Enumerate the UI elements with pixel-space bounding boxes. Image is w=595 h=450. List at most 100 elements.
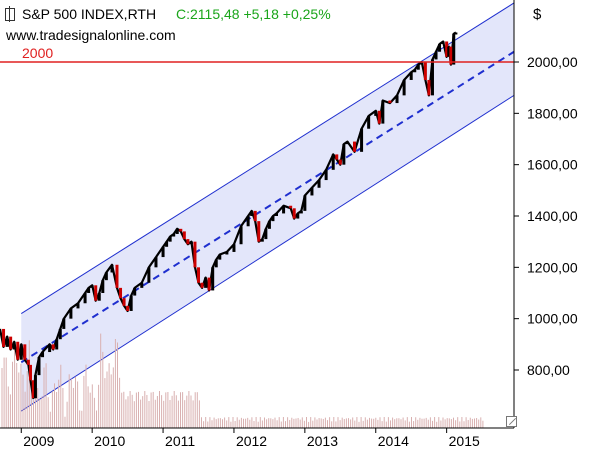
price-candle — [26, 359, 30, 365]
price-candle — [413, 69, 417, 73]
price-candle — [292, 208, 296, 219]
price-candle — [55, 339, 59, 350]
price-candle — [119, 287, 123, 299]
channel-layer — [20, 2, 515, 412]
price-candle — [420, 62, 424, 65]
price-candle — [345, 141, 349, 145]
price-candle — [271, 216, 275, 222]
price-candle — [9, 336, 13, 350]
channel-middle-line — [20, 50, 515, 364]
axes-layer — [0, 0, 519, 433]
price-candle — [175, 228, 179, 234]
price-candle — [197, 267, 201, 283]
price-candle — [303, 195, 307, 211]
price-candle — [409, 72, 413, 80]
price-candle — [51, 344, 55, 350]
resize-handle-icon[interactable] — [506, 416, 517, 427]
price-candle — [282, 205, 286, 214]
price-candle — [165, 241, 169, 247]
price-candle — [434, 51, 438, 60]
level-label: 2000 — [22, 45, 54, 61]
price-candle — [232, 244, 236, 252]
price-candle — [33, 375, 37, 399]
price-candle — [90, 285, 94, 288]
price-candle — [317, 180, 321, 188]
price-candle — [5, 336, 9, 347]
price-candle — [189, 241, 193, 245]
price-candle — [62, 318, 66, 329]
price-candle — [452, 33, 456, 65]
price-candle — [115, 264, 119, 288]
price-candle — [331, 154, 335, 170]
x-tick-label: 2010 — [94, 433, 125, 449]
price-candle — [367, 115, 371, 129]
x-tick-label: 2011 — [165, 433, 195, 449]
price-candle — [324, 169, 328, 181]
price-candle — [395, 95, 399, 104]
price-candle — [110, 264, 114, 273]
price-candle — [204, 277, 208, 288]
y-tick-label: 1400,00 — [527, 208, 578, 224]
price-candle — [94, 285, 98, 301]
y-tick-labels: 800,00 1000,00 1200,00 1400,00 1600,00 1800,0… — [527, 54, 578, 378]
currency-label: $ — [533, 6, 542, 23]
channel-upper-line — [21, 2, 515, 314]
price-candle — [161, 246, 165, 258]
price-candle — [58, 328, 62, 340]
price-candle — [454, 32, 458, 35]
price-candle — [338, 159, 342, 165]
price-candle — [200, 282, 204, 288]
price-candle — [352, 141, 356, 152]
price-candle — [289, 205, 293, 209]
y-tick-label: 1600,00 — [527, 157, 578, 173]
price-candle — [76, 303, 80, 309]
x-tick-label: 2009 — [23, 433, 54, 449]
price-candle — [179, 228, 183, 232]
x-tick-label: 2014 — [378, 433, 409, 449]
price-candle — [129, 295, 133, 311]
price-candle — [69, 308, 73, 319]
price-candle — [101, 280, 105, 293]
price-candle — [182, 231, 186, 240]
price-candle — [264, 228, 268, 240]
price-candle — [133, 287, 137, 296]
y-tick-label: 1000,00 — [527, 311, 578, 327]
price-candle — [310, 187, 314, 196]
price-candle — [140, 282, 144, 288]
y-tick-label: 2000,00 — [527, 54, 578, 70]
price-candle — [335, 154, 339, 160]
price-candle — [253, 210, 257, 222]
price-candle — [122, 298, 126, 306]
price-candle — [299, 210, 303, 214]
price-candle — [250, 210, 254, 216]
price-candle — [97, 293, 101, 301]
price-candle — [83, 293, 87, 304]
price-candle — [388, 100, 392, 104]
price-candle — [342, 144, 346, 165]
price-series-line — [0, 31, 457, 400]
price-candle — [427, 79, 431, 96]
price-candle — [218, 254, 222, 260]
price-candle — [374, 110, 378, 116]
y-tick-label: 800,00 — [527, 362, 570, 378]
price-candle — [37, 357, 41, 376]
price-candle — [430, 59, 434, 96]
price-candle — [445, 41, 449, 57]
price-candle — [246, 216, 250, 227]
price-layer — [0, 31, 458, 400]
price-candle — [381, 100, 385, 124]
price-candle — [48, 344, 52, 353]
price-candle — [239, 226, 243, 245]
price-candle — [211, 267, 215, 291]
price-candle — [257, 221, 261, 242]
price-candle — [225, 251, 229, 255]
price-candle — [168, 236, 172, 242]
price-candle — [126, 305, 130, 311]
chart-type-icon[interactable] — [5, 6, 15, 22]
y-tick-label: 1200,00 — [527, 259, 578, 275]
price-candle — [449, 46, 453, 65]
price-candle — [193, 241, 197, 268]
y-tick-label: 1800,00 — [527, 105, 578, 121]
price-candle — [28, 364, 32, 381]
